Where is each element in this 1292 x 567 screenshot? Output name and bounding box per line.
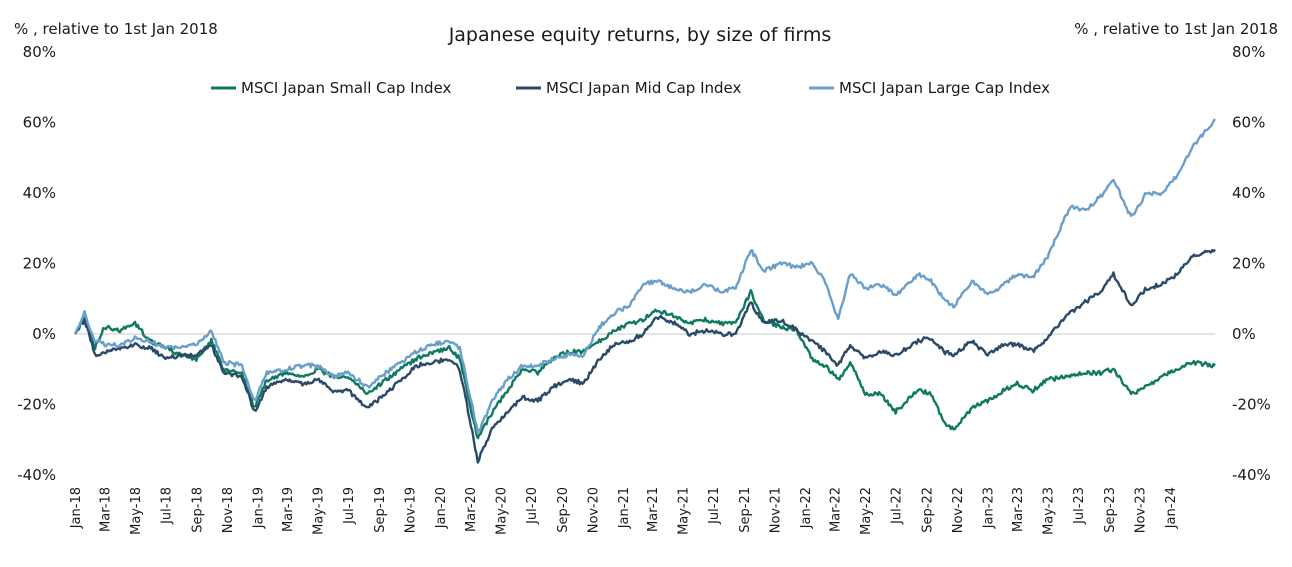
x-tick-label: Nov-22: [951, 487, 966, 533]
x-tick-label: Jan-23: [982, 487, 997, 529]
series-line-2: [74, 248, 1216, 464]
y-tick-label-right: 80%: [1232, 43, 1265, 61]
x-tick-label: Mar-19: [281, 487, 296, 532]
x-tick-label: Sep-19: [373, 487, 388, 533]
x-tick-label: Jul-20: [525, 487, 540, 525]
series-line-3: [73, 118, 1216, 435]
x-tick-label: Sep-22: [921, 487, 936, 533]
x-tick-label: Jan-18: [69, 487, 84, 529]
x-tick-label: Mar-20: [464, 487, 479, 532]
y-tick-label-left: 60%: [23, 114, 56, 132]
x-tick-label: Jul-19: [342, 487, 357, 525]
x-tick-label: May-19: [311, 487, 326, 535]
legend-label: MSCI Japan Large Cap Index: [839, 79, 1050, 97]
x-tick-label: Sep-21: [738, 487, 753, 533]
y-tick-label-left: -20%: [17, 396, 56, 414]
x-tick-label: Jan-19: [251, 487, 266, 529]
y-tick-label-left: 80%: [23, 43, 56, 61]
x-tick-label: Jul-23: [1072, 487, 1087, 525]
y-tick-label-left: -40%: [17, 466, 56, 484]
x-tick-label: Nov-19: [403, 487, 418, 533]
x-tick-label: Mar-22: [829, 487, 844, 532]
x-tick-label: Jan-21: [617, 487, 632, 529]
x-tick-label: Jan-24: [1164, 487, 1179, 529]
x-tick-label: Mar-21: [646, 487, 661, 532]
y-axis-unit-right: % , relative to 1st Jan 2018: [1074, 20, 1278, 38]
y-tick-label-right: 60%: [1232, 114, 1265, 132]
x-tick-label: Jan-20: [434, 487, 449, 529]
x-tick-label: May-20: [494, 487, 509, 535]
x-tick-label: Nov-21: [769, 487, 784, 533]
y-tick-label-right: 20%: [1232, 255, 1265, 273]
x-tick-label: May-21: [677, 487, 692, 535]
x-tick-label: Jan-22: [799, 487, 814, 529]
chart-title: Japanese equity returns, by size of firm…: [448, 24, 832, 46]
x-tick-label: Jul-21: [707, 487, 722, 525]
x-tick-label: Nov-20: [586, 487, 601, 533]
y-tick-label-right: 0%: [1232, 325, 1256, 343]
y-tick-label-right: -20%: [1232, 396, 1271, 414]
x-tick-label: Nov-23: [1134, 487, 1149, 533]
x-tick-label: Sep-20: [556, 487, 571, 533]
x-tick-label: Mar-23: [1011, 487, 1026, 532]
y-axis-unit-left: % , relative to 1st Jan 2018: [14, 20, 218, 38]
y-tick-label-left: 20%: [23, 255, 56, 273]
series-line-1: [73, 289, 1216, 440]
legend-label: MSCI Japan Mid Cap Index: [546, 79, 742, 97]
x-tick-label: May-22: [859, 487, 874, 535]
x-tick-label: Nov-18: [221, 487, 236, 533]
x-tick-label: Jul-22: [890, 487, 905, 525]
x-tick-label: May-18: [129, 487, 144, 535]
y-tick-label-left: 0%: [32, 325, 56, 343]
x-tick-label: May-23: [1042, 487, 1057, 535]
x-tick-label: Sep-18: [190, 487, 205, 533]
x-tick-label: Sep-23: [1103, 487, 1118, 533]
y-tick-label-right: -40%: [1232, 466, 1271, 484]
x-tick-label: Mar-18: [98, 487, 113, 532]
legend-label: MSCI Japan Small Cap Index: [241, 79, 452, 97]
x-tick-label: Jul-18: [159, 487, 174, 525]
y-tick-label-left: 40%: [23, 184, 56, 202]
y-tick-label-right: 40%: [1232, 184, 1265, 202]
